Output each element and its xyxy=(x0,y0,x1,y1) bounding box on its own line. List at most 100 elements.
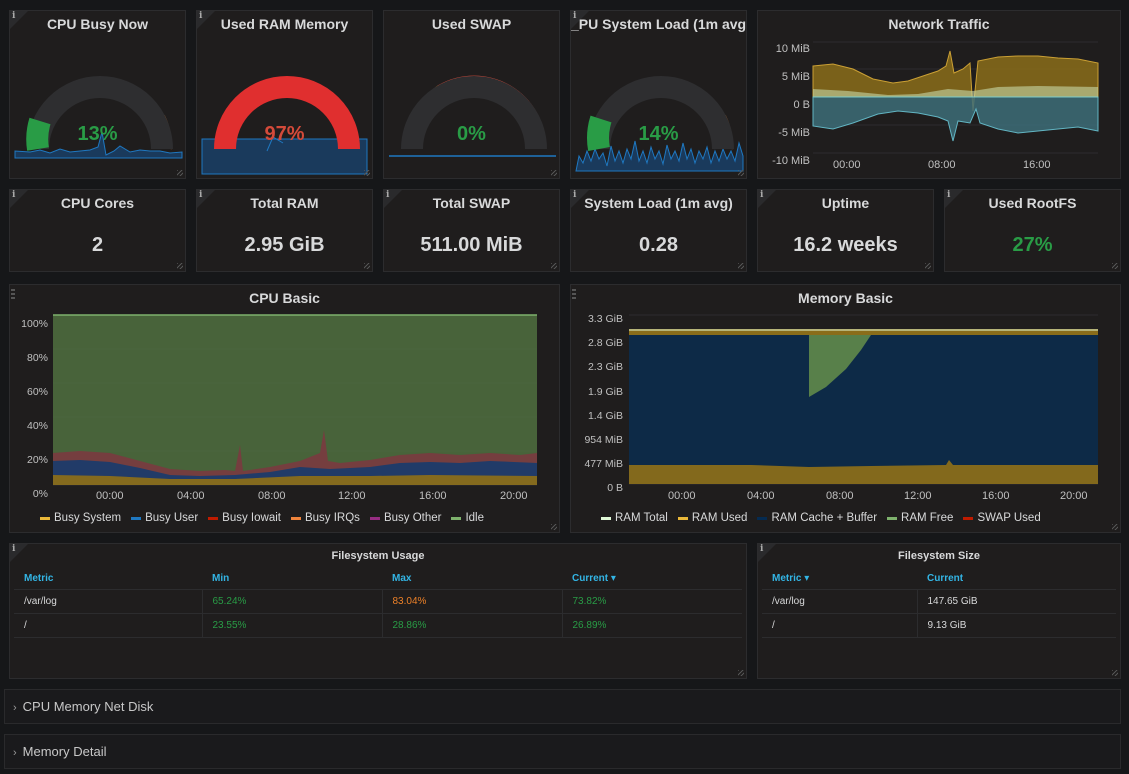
legend-item[interactable]: Busy Other xyxy=(369,512,441,524)
x-tick: 16:00 xyxy=(1023,159,1051,171)
column-header[interactable]: Min xyxy=(202,568,382,590)
panel-title[interactable]: Filesystem Usage xyxy=(331,550,425,562)
stat-panel-system-load[interactable]: i System Load (1m avg) 0.28 xyxy=(570,189,747,272)
resize-handle[interactable] xyxy=(177,170,183,176)
column-header[interactable]: Metric xyxy=(14,568,202,590)
resize-handle[interactable] xyxy=(738,263,744,269)
info-icon[interactable]: i xyxy=(758,190,776,208)
resize-handle[interactable] xyxy=(1112,670,1118,676)
x-tick: 12:00 xyxy=(338,490,366,502)
legend-item[interactable]: Idle xyxy=(451,512,484,524)
legend-item[interactable]: RAM Used xyxy=(677,512,747,524)
filesystem-size-panel[interactable]: i Filesystem Size Metric ▾ Current /var/… xyxy=(757,543,1121,679)
gauge-graphic xyxy=(389,75,556,157)
panel-title[interactable]: Used RootFS xyxy=(988,195,1077,211)
panel-title[interactable]: Uptime xyxy=(821,195,870,211)
legend-item[interactable]: RAM Cache + Buffer xyxy=(757,512,877,524)
info-icon[interactable]: i xyxy=(197,11,215,29)
info-icon[interactable]: i xyxy=(945,190,963,208)
panel-title[interactable]: Used RAM Memory xyxy=(220,16,349,32)
panel-title[interactable]: Total SWAP xyxy=(432,195,511,211)
legend-item[interactable]: RAM Free xyxy=(887,512,953,524)
legend-item[interactable]: Busy System xyxy=(40,512,121,524)
y-tick: -5 MiB xyxy=(778,127,810,139)
panel-title[interactable]: CPU Busy Now xyxy=(46,16,149,32)
info-icon[interactable]: i xyxy=(10,544,28,562)
gauge-value: 14% xyxy=(638,123,679,145)
x-tick: 20:00 xyxy=(500,490,528,502)
legend-item[interactable]: SWAP Used xyxy=(963,512,1041,524)
cpu-basic-panel[interactable]: CPU Basic 100% 80% 60% 40% 20% 0% 00:00 … xyxy=(9,284,560,533)
memory-basic-panel[interactable]: Memory Basic 3.3 GiB 2.8 GiB 2.3 GiB 1.9… xyxy=(570,284,1121,533)
info-icon[interactable]: i xyxy=(10,190,28,208)
y-tick: 0% xyxy=(32,488,48,500)
column-header[interactable]: Current ▾ xyxy=(562,568,742,590)
column-header[interactable]: Current xyxy=(917,568,1116,590)
info-icon[interactable]: i xyxy=(571,190,589,208)
network-traffic-chart xyxy=(812,41,1099,154)
panel-title[interactable]: Memory Basic xyxy=(798,290,893,306)
stat-panel-used-rootfs[interactable]: i Used RootFS 27% xyxy=(944,189,1121,272)
column-header[interactable]: Max xyxy=(382,568,562,590)
resize-handle[interactable] xyxy=(551,524,557,530)
cell-max: 83.04% xyxy=(382,589,563,614)
resize-handle[interactable] xyxy=(738,170,744,176)
stat-panel-total-swap[interactable]: i Total SWAP 511.00 MiB xyxy=(383,189,560,272)
row-cpu-memory-net-disk[interactable]: › CPU Memory Net Disk xyxy=(4,689,1121,724)
panel-title[interactable]: Total RAM xyxy=(250,195,319,211)
y-tick: 40% xyxy=(26,420,48,432)
info-icon[interactable]: i xyxy=(758,544,776,562)
stat-value: 2 xyxy=(91,234,104,256)
gauge-panel-used-swap[interactable]: Used SWAP 0% xyxy=(383,10,560,179)
column-header[interactable]: Metric ▾ xyxy=(762,568,917,590)
info-icon[interactable]: i xyxy=(197,190,215,208)
panel-title[interactable]: Filesystem Size xyxy=(898,550,980,562)
y-tick: 80% xyxy=(26,352,48,364)
resize-handle[interactable] xyxy=(177,263,183,269)
resize-handle[interactable] xyxy=(364,170,370,176)
info-icon[interactable]: i xyxy=(571,11,589,29)
info-icon[interactable]: i xyxy=(10,11,28,29)
legend-item[interactable]: RAM Total xyxy=(601,512,668,524)
filesystem-usage-table: Metric Min Max Current ▾ /var/log 65.24%… xyxy=(14,568,742,638)
legend-item[interactable]: Busy Iowait xyxy=(208,512,281,524)
resize-handle[interactable] xyxy=(551,263,557,269)
cell-min: 23.55% xyxy=(202,613,383,638)
table-row: / 9.13 GiB xyxy=(762,613,1116,638)
panel-title[interactable]: CPU Cores xyxy=(60,195,135,211)
resize-handle[interactable] xyxy=(364,263,370,269)
x-tick: 00:00 xyxy=(96,490,124,502)
filesystem-size-table: Metric ▾ Current /var/log 147.65 GiB / 9… xyxy=(762,568,1116,638)
network-traffic-panel[interactable]: Network Traffic 10 MiB 5 MiB 0 B -5 MiB … xyxy=(757,10,1121,179)
panel-title[interactable]: System Load (1m avg) xyxy=(584,195,733,211)
legend-item[interactable]: Busy IRQs xyxy=(290,512,360,524)
stat-panel-total-ram[interactable]: i Total RAM 2.95 GiB xyxy=(196,189,373,272)
resize-handle[interactable] xyxy=(925,263,931,269)
gauge-panel-system-load[interactable]: i _PU System Load (1m avg) 14% xyxy=(570,10,747,179)
info-icon[interactable]: i xyxy=(384,190,402,208)
resize-handle[interactable] xyxy=(738,670,744,676)
cell-current: 26.89% xyxy=(562,613,742,638)
resize-handle[interactable] xyxy=(1112,263,1118,269)
drag-handle[interactable] xyxy=(11,289,15,301)
gauge-value: 0% xyxy=(457,123,486,145)
gauge-panel-cpu-busy[interactable]: i CPU Busy Now 13% xyxy=(9,10,186,179)
gauge-panel-used-ram[interactable]: i Used RAM Memory 97% xyxy=(196,10,373,179)
stat-panel-uptime[interactable]: i Uptime 16.2 weeks xyxy=(757,189,934,272)
legend-item[interactable]: Busy User xyxy=(131,512,198,524)
panel-title[interactable]: CPU Basic xyxy=(249,290,320,306)
row-title: CPU Memory Net Disk xyxy=(22,699,154,714)
panel-title[interactable]: Used SWAP xyxy=(431,16,512,32)
y-tick: 60% xyxy=(26,386,48,398)
resize-handle[interactable] xyxy=(1112,524,1118,530)
stat-panel-cpu-cores[interactable]: i CPU Cores 2 xyxy=(9,189,186,272)
panel-title[interactable]: _PU System Load (1m avg) xyxy=(571,16,747,32)
gauge-graphic xyxy=(575,76,744,172)
row-memory-detail[interactable]: › Memory Detail xyxy=(4,734,1121,769)
y-tick: 5 MiB xyxy=(781,71,810,83)
filesystem-usage-panel[interactable]: i Filesystem Usage Metric Min Max Curren… xyxy=(9,543,747,679)
stat-value: 27% xyxy=(1012,234,1053,256)
drag-handle[interactable] xyxy=(572,289,576,301)
resize-handle[interactable] xyxy=(551,170,557,176)
panel-title[interactable]: Network Traffic xyxy=(888,16,990,32)
